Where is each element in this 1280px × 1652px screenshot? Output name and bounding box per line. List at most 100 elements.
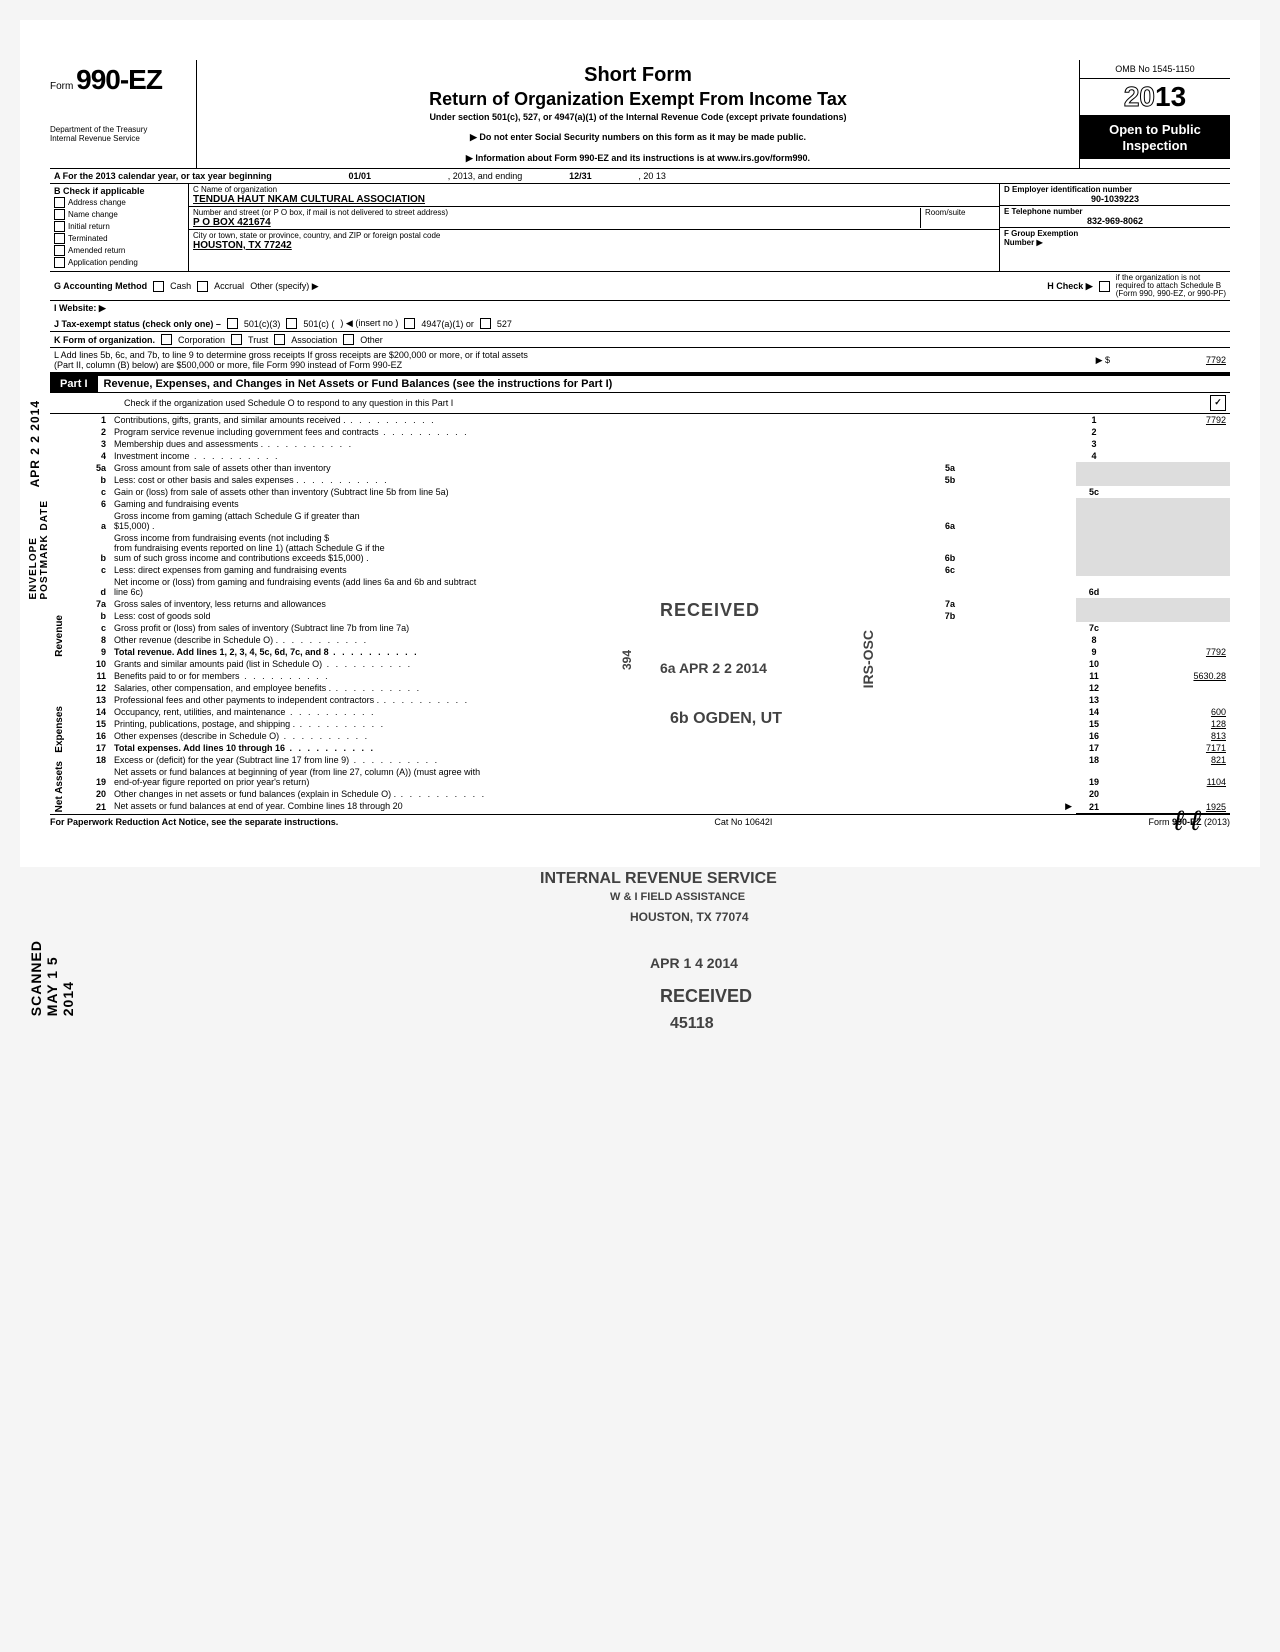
stamp-envelope-vertical: ENVELOPE POSTMARK DATE <box>28 500 50 599</box>
line-6b: bGross income from fundraising events (n… <box>50 532 1230 564</box>
header-right: OMB No 1545-1150 2013 Open to Public Ins… <box>1079 60 1230 168</box>
stamp-apr-vertical: APR 2 2 2014 <box>28 400 42 487</box>
chk-terminated[interactable]: Terminated <box>54 233 184 244</box>
line-6a: aGross income from gaming (attach Schedu… <box>50 510 1230 532</box>
chk-assoc[interactable] <box>274 334 285 345</box>
phone-label: E Telephone number <box>1004 207 1226 216</box>
line-21: 21Net assets or fund balances at end of … <box>50 800 1230 813</box>
row-h-label: H Check ▶ <box>1047 281 1092 292</box>
phone-value: 832-969-8062 <box>1004 216 1226 226</box>
dept-label: Department of the Treasury Internal Reve… <box>50 126 190 144</box>
row-l: L Add lines 5b, 6c, and 7b, to line 9 to… <box>50 348 1230 374</box>
chk-4947[interactable] <box>404 318 415 329</box>
side-netassets: Net Assets <box>50 754 80 813</box>
line-5c: cGain or (loss) from sale of assets othe… <box>50 486 1230 498</box>
page-footer: For Paperwork Reduction Act Notice, see … <box>50 814 1230 827</box>
signature-scribble: ℓ ℓ <box>1174 805 1200 837</box>
line-12: 12Salaries, other compensation, and empl… <box>50 682 1230 694</box>
line-8: 8Other revenue (describe in Schedule O) … <box>50 634 1230 646</box>
line-16: 16Other expenses (describe in Schedule O… <box>50 730 1230 742</box>
section-b-label: B Check if applicable <box>54 186 184 196</box>
row-i-label: I Website: ▶ <box>54 303 106 314</box>
stamp-houston: HOUSTON, TX 77074 <box>630 910 749 924</box>
addr-label: Number and street (or P O box, if mail i… <box>193 208 920 217</box>
stamp-scanned-vertical: SCANNED MAY 1 5 2014 <box>28 940 76 1016</box>
row-a-mid: , 2013, and ending <box>444 169 527 183</box>
form-prefix: Form <box>50 81 73 92</box>
footer-mid: Cat No 10642I <box>714 817 772 827</box>
line-17: 17Total expenses. Add lines 10 through 1… <box>50 742 1230 754</box>
line-15: 15Printing, publications, postage, and s… <box>50 718 1230 730</box>
ein-label: D Employer identification number <box>1004 185 1226 194</box>
lbl-corp: Corporation <box>178 335 225 345</box>
lbl-cash: Cash <box>170 281 191 291</box>
chk-trust[interactable] <box>231 334 242 345</box>
open-to-public: Open to Public Inspection <box>1080 116 1230 159</box>
chk-other-org[interactable] <box>343 334 354 345</box>
row-l-value: 7792 <box>1116 355 1226 365</box>
city-value: HOUSTON, TX 77242 <box>193 240 995 251</box>
lbl-501c3: 501(c)(3) <box>244 319 281 329</box>
lbl-assoc: Association <box>291 335 337 345</box>
ein-value: 90-1039223 <box>1004 194 1226 204</box>
footer-left: For Paperwork Reduction Act Notice, see … <box>50 817 338 827</box>
row-a-begin: 01/01 <box>276 169 444 183</box>
line-14: 14Occupancy, rent, utilities, and mainte… <box>50 706 1230 718</box>
chk-name-change[interactable]: Name change <box>54 209 184 220</box>
line-6d: dNet income or (loss) from gaming and fu… <box>50 576 1230 598</box>
line-7c: cGross profit or (loss) from sales of in… <box>50 622 1230 634</box>
chk-cash[interactable] <box>153 281 164 292</box>
row-a: A For the 2013 calendar year, or tax yea… <box>50 169 1230 184</box>
chk-initial-return[interactable]: Initial return <box>54 221 184 232</box>
org-name: TENDUA HAUT NKAM CULTURAL ASSOCIATION <box>193 194 995 205</box>
lbl-other-org: Other <box>360 335 383 345</box>
room-label: Room/suite <box>920 208 995 228</box>
chk-501c3[interactable] <box>227 318 238 329</box>
lbl-accrual: Accrual <box>214 281 244 291</box>
lbl-501c: 501(c) ( <box>303 319 334 329</box>
chk-corp[interactable] <box>161 334 172 345</box>
org-name-label: C Name of organization <box>193 185 995 194</box>
chk-501c[interactable] <box>286 318 297 329</box>
row-j-label: J Tax-exempt status (check only one) – <box>54 319 221 329</box>
section-def: D Employer identification number 90-1039… <box>1000 184 1230 271</box>
lbl-527: 527 <box>497 319 512 329</box>
line-11: 11Benefits paid to or for members115630.… <box>50 670 1230 682</box>
stamp-received-2: RECEIVED <box>660 986 752 1007</box>
ssn-warning: ▶ Do not enter Social Security numbers o… <box>205 132 1071 143</box>
line-10: Expenses 10Grants and similar amounts pa… <box>50 658 1230 670</box>
identity-block: B Check if applicable Address change Nam… <box>50 184 1230 272</box>
addr-value: P O BOX 421674 <box>193 217 920 228</box>
row-k: K Form of organization. Corporation Trus… <box>50 332 1230 348</box>
chk-amended[interactable]: Amended return <box>54 245 184 256</box>
line-4: 4Investment income4 <box>50 450 1230 462</box>
stamp-45118: 45118 <box>670 1015 714 1033</box>
line-3: 3Membership dues and assessments .3 <box>50 438 1230 450</box>
header-left: Form 990-EZ Department of the Treasury I… <box>50 60 197 168</box>
header-middle: Short Form Return of Organization Exempt… <box>197 60 1079 168</box>
row-h-tail: if the organization is not required to a… <box>1116 274 1226 298</box>
form-number: 990-EZ <box>76 64 162 95</box>
section-c: C Name of organization TENDUA HAUT NKAM … <box>189 184 1000 271</box>
line-7a: 7aGross sales of inventory, less returns… <box>50 598 1230 610</box>
city-label: City or town, state or province, country… <box>193 231 995 240</box>
chk-pending[interactable]: Application pending <box>54 257 184 268</box>
chk-527[interactable] <box>480 318 491 329</box>
subtitle: Under section 501(c), 527, or 4947(a)(1)… <box>205 112 1071 122</box>
line-5a: 5aGross amount from sale of assets other… <box>50 462 1230 474</box>
line-5b: bLess: cost or other basis and sales exp… <box>50 474 1230 486</box>
line-2: 2Program service revenue including gover… <box>50 426 1230 438</box>
chk-h[interactable] <box>1099 281 1110 292</box>
chk-accrual[interactable] <box>197 281 208 292</box>
row-l-arrow: ▶ $ <box>1096 355 1110 366</box>
part1-title: Revenue, Expenses, and Changes in Net As… <box>98 376 1230 392</box>
line-6c: cLess: direct expenses from gaming and f… <box>50 564 1230 576</box>
side-expenses: Expenses <box>50 658 80 754</box>
row-k-label: K Form of organization. <box>54 335 155 345</box>
short-form-title: Short Form <box>205 64 1071 87</box>
part1-checkbox[interactable]: ✓ <box>1210 395 1226 411</box>
form-page: SCANNED MAY 1 5 2014 ENVELOPE POSTMARK D… <box>20 20 1260 867</box>
line-7b: bLess: cost of goods sold7b <box>50 610 1230 622</box>
row-g-label: G Accounting Method <box>54 281 147 291</box>
chk-address-change[interactable]: Address change <box>54 197 184 208</box>
